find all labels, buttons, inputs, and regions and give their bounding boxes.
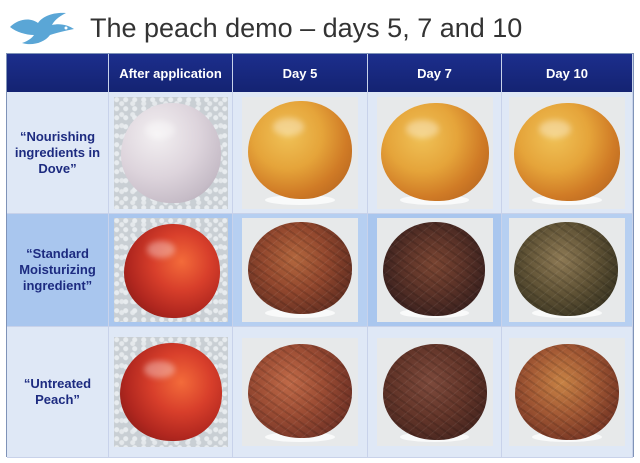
column-header-day-7: Day 7: [368, 54, 502, 92]
peach-photo: [376, 338, 493, 446]
peach-photo: [113, 337, 228, 447]
cell-dove-day-10: [502, 92, 633, 214]
cell-dove-day-7: [368, 92, 502, 214]
peach-image: [119, 343, 222, 441]
cell-untreated-after-application: [109, 327, 233, 458]
column-header-day-5: Day 5: [233, 54, 368, 92]
peach-image: [380, 102, 489, 201]
row-label-dove: “Nourishing ingredients in Dove”: [7, 92, 109, 214]
peach-image: [248, 344, 352, 438]
peach-image: [248, 100, 352, 199]
header-corner: [7, 54, 109, 92]
peach-photo: [242, 338, 358, 446]
column-header-day-10: Day 10: [502, 54, 633, 92]
peach-photo: [113, 96, 228, 209]
cell-standard-day-10: [502, 214, 633, 327]
row-label-standard: “Standard Moisturizing ingredient”: [7, 214, 109, 327]
peach-image: [382, 344, 487, 440]
cell-untreated-day-10: [502, 327, 633, 458]
peach-image: [120, 102, 221, 203]
peach-image: [123, 224, 220, 318]
peach-image: [515, 344, 619, 440]
cell-dove-after-application: [109, 92, 233, 214]
peach-image: [248, 222, 352, 314]
dove-bird-icon: [10, 12, 74, 45]
comparison-table: After application Day 5 Day 7 Day 10 “No…: [6, 53, 634, 458]
peach-photo: [509, 218, 625, 322]
peach-image: [514, 102, 620, 201]
peach-photo: [242, 218, 358, 322]
cell-standard-day-5: [233, 214, 368, 327]
row-label-untreated: “Untreated Peach”: [7, 327, 109, 458]
slide-title: The peach demo – days 5, 7 and 10: [90, 13, 523, 43]
peach-photo: [242, 96, 358, 209]
peach-photo: [376, 96, 493, 209]
cell-dove-day-5: [233, 92, 368, 214]
peach-image: [382, 222, 485, 316]
peach-image: [514, 222, 618, 316]
cell-standard-day-7: [368, 214, 502, 327]
cell-standard-after-application: [109, 214, 233, 327]
peach-photo: [509, 96, 625, 209]
peach-photo: [376, 218, 493, 322]
peach-photo: [113, 218, 228, 322]
column-header-after-application: After application: [109, 54, 233, 92]
cell-untreated-day-7: [368, 327, 502, 458]
cell-untreated-day-5: [233, 327, 368, 458]
peach-photo: [509, 338, 625, 446]
